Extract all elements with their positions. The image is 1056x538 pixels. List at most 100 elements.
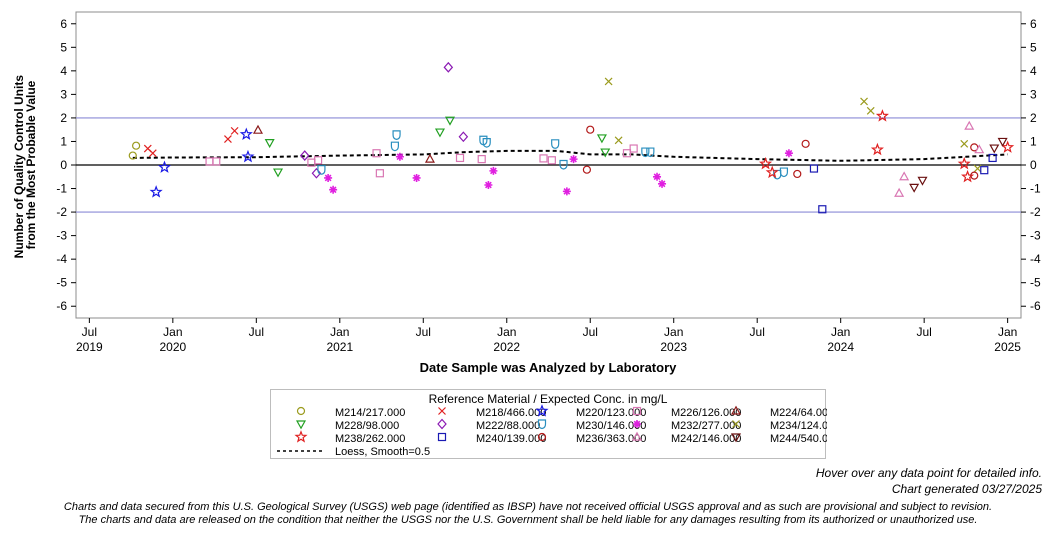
- data-point[interactable]: [547, 156, 556, 165]
- legend-marker-icon[interactable]: [732, 420, 740, 428]
- data-point[interactable]: [434, 128, 445, 138]
- legend-label: M226/126.000: [671, 407, 741, 419]
- data-point[interactable]: [801, 139, 810, 148]
- data-point[interactable]: [264, 139, 275, 149]
- data-point[interactable]: [957, 156, 971, 170]
- legend-marker-icon[interactable]: [632, 406, 642, 416]
- data-point[interactable]: [997, 137, 1008, 147]
- data-point[interactable]: [212, 157, 221, 166]
- data-point[interactable]: [375, 169, 384, 178]
- data-point[interactable]: [600, 148, 611, 158]
- legend-marker-icon[interactable]: [537, 432, 547, 442]
- data-point[interactable]: [860, 97, 868, 106]
- data-point[interactable]: [273, 168, 284, 178]
- legend-marker-icon[interactable]: [296, 406, 306, 416]
- data-point[interactable]: [241, 149, 255, 163]
- legend-marker-icon[interactable]: [730, 405, 742, 415]
- data-point[interactable]: [973, 164, 982, 173]
- legend-marker-icon[interactable]: [437, 432, 447, 442]
- data-point[interactable]: [894, 187, 905, 197]
- data-point[interactable]: [395, 152, 404, 161]
- data-point[interactable]: [758, 156, 773, 170]
- data-point[interactable]: [646, 147, 655, 158]
- data-point[interactable]: [614, 136, 623, 145]
- data-point[interactable]: [653, 172, 662, 181]
- disclaimer-line2: The charts and data are released on the …: [78, 514, 978, 526]
- data-point[interactable]: [455, 153, 465, 163]
- data-point[interactable]: [875, 109, 889, 122]
- data-point[interactable]: [562, 187, 571, 196]
- data-point[interactable]: [980, 166, 989, 175]
- x-tick-label-month: Jan: [831, 325, 850, 339]
- data-point[interactable]: [317, 165, 326, 175]
- data-point[interactable]: [658, 179, 667, 188]
- data-point[interactable]: [964, 120, 975, 130]
- data-point[interactable]: [444, 116, 456, 126]
- data-point[interactable]: [132, 141, 141, 150]
- legend-label: M220/123.000: [576, 407, 646, 419]
- data-point[interactable]: [569, 155, 578, 164]
- data-point[interactable]: [989, 144, 1000, 154]
- data-point[interactable]: [482, 138, 491, 148]
- data-point[interactable]: [988, 153, 997, 163]
- data-point[interactable]: [1001, 140, 1015, 153]
- data-point[interactable]: [765, 165, 779, 179]
- data-point[interactable]: [622, 149, 632, 158]
- data-point[interactable]: [866, 106, 875, 115]
- data-point[interactable]: [489, 166, 498, 175]
- data-point[interactable]: [629, 144, 638, 153]
- legend-marker-icon[interactable]: [633, 420, 641, 428]
- data-point[interactable]: [809, 164, 819, 173]
- data-point[interactable]: [559, 159, 568, 170]
- data-point[interactable]: [793, 169, 802, 179]
- data-point[interactable]: [224, 135, 232, 144]
- data-point[interactable]: [970, 171, 979, 180]
- data-point[interactable]: [870, 142, 884, 156]
- data-point[interactable]: [582, 165, 592, 174]
- data-point[interactable]: [157, 160, 172, 173]
- data-point[interactable]: [149, 185, 163, 198]
- legend-marker-icon[interactable]: [537, 419, 547, 430]
- legend-marker-icon[interactable]: [294, 430, 308, 443]
- data-point[interactable]: [372, 149, 381, 158]
- data-point[interactable]: [586, 125, 595, 134]
- data-point[interactable]: [484, 181, 493, 190]
- data-point[interactable]: [239, 127, 253, 140]
- legend-marker-icon[interactable]: [730, 433, 742, 443]
- data-point[interactable]: [148, 149, 157, 158]
- data-point[interactable]: [252, 124, 264, 134]
- data-point[interactable]: [909, 183, 920, 193]
- legend-marker-icon[interactable]: [631, 431, 643, 441]
- data-point[interactable]: [539, 154, 548, 163]
- data-point[interactable]: [299, 150, 310, 161]
- series-m224-64-000: [252, 124, 435, 163]
- data-point[interactable]: [230, 126, 239, 135]
- legend-marker-icon[interactable]: [437, 418, 447, 430]
- data-point[interactable]: [128, 151, 137, 160]
- legend-marker-icon[interactable]: [535, 404, 549, 417]
- data-point[interactable]: [917, 176, 928, 186]
- data-point[interactable]: [551, 139, 560, 149]
- data-point[interactable]: [443, 61, 454, 73]
- data-point[interactable]: [311, 167, 322, 179]
- data-point[interactable]: [974, 144, 985, 154]
- data-point[interactable]: [390, 141, 399, 152]
- data-point[interactable]: [960, 139, 969, 148]
- legend-marker-icon[interactable]: [295, 420, 307, 430]
- data-point[interactable]: [477, 155, 486, 164]
- data-point[interactable]: [324, 173, 333, 182]
- data-point[interactable]: [641, 147, 650, 158]
- data-point[interactable]: [424, 153, 435, 163]
- data-point[interactable]: [392, 130, 401, 140]
- data-point[interactable]: [596, 134, 607, 144]
- legend-marker-icon[interactable]: [438, 407, 446, 415]
- data-point[interactable]: [412, 173, 421, 182]
- data-point[interactable]: [604, 77, 613, 86]
- data-point[interactable]: [784, 149, 793, 158]
- data-point[interactable]: [899, 171, 910, 181]
- data-point[interactable]: [779, 167, 789, 178]
- data-point[interactable]: [818, 205, 827, 214]
- data-point[interactable]: [458, 131, 469, 143]
- data-point[interactable]: [329, 185, 338, 194]
- data-point[interactable]: [313, 156, 323, 165]
